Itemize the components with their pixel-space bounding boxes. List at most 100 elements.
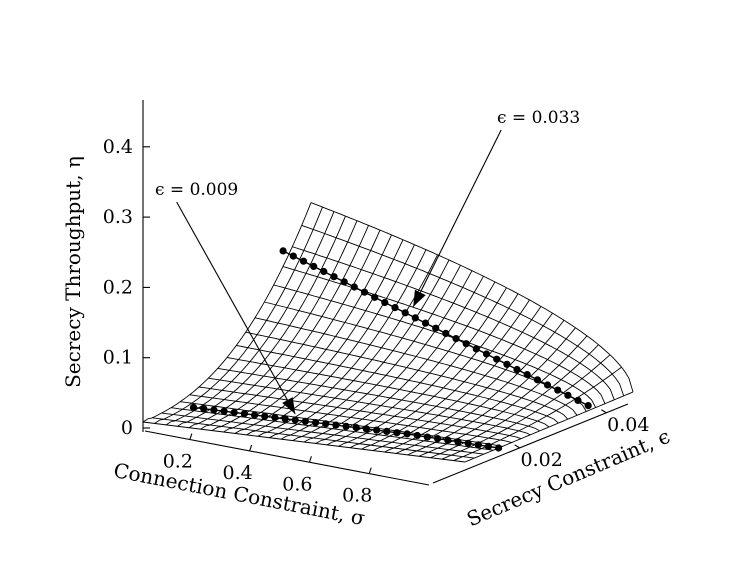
curve-1-marker	[401, 309, 409, 317]
mesh-line-epsilon	[161, 412, 484, 455]
mesh-line-epsilon	[254, 317, 578, 416]
curve-0-marker	[251, 411, 259, 419]
mesh-line-epsilon	[208, 377, 531, 436]
y-axis-line	[432, 403, 629, 484]
curve-0-marker	[495, 444, 503, 452]
chart-axes	[142, 100, 629, 486]
curve-0-marker	[271, 413, 279, 422]
curve-0-marker	[342, 422, 350, 430]
annotation-epsilon-0033: ϵ = 0.033	[497, 108, 580, 128]
annotation-arrow-0-head	[282, 397, 296, 414]
curve-0-marker	[200, 405, 208, 413]
curve-1-marker	[543, 381, 552, 389]
curve-0-marker	[261, 412, 269, 420]
mesh-line-sigma	[338, 287, 507, 447]
x-axis-tick	[308, 456, 312, 463]
curve-1-marker	[503, 360, 511, 368]
curve-1-marker	[371, 293, 379, 301]
mesh-line-sigma	[165, 211, 335, 426]
curve-0-marker	[230, 408, 238, 417]
annotation-arrow-1-head	[413, 289, 426, 307]
mesh-line-sigma	[223, 234, 392, 433]
curve-0-marker	[281, 415, 289, 423]
curve-0-marker	[312, 419, 320, 427]
curve-1-marker	[533, 376, 542, 384]
mesh-line-epsilon	[264, 301, 587, 412]
curve-0-marker	[423, 433, 431, 441]
mesh-line-epsilon	[236, 345, 559, 424]
z-axis-tick-label: 0	[121, 417, 133, 439]
annotation-arrow-0-line	[176, 201, 296, 415]
curve-0-marker	[413, 431, 421, 440]
curve-1-marker	[340, 278, 348, 286]
curve-0-marker	[189, 403, 198, 411]
x-axis-tick	[189, 433, 193, 440]
curve-0-marker	[474, 441, 482, 449]
x-axis-tick	[249, 444, 253, 452]
z-axis-tick-label: 0.4	[103, 136, 133, 158]
z-axis-tick-label: 0.1	[103, 347, 133, 369]
curve-0-marker	[383, 427, 391, 435]
x-axis-ticks: 0.2 0.4 0.6 0.8	[163, 433, 372, 507]
curve-1-marker	[381, 298, 389, 307]
mesh-line-epsilon	[273, 284, 597, 408]
curve-1-marker	[350, 283, 358, 291]
curve-1-marker	[584, 402, 592, 410]
mesh-line-sigma	[142, 202, 312, 423]
curve-0-marker	[291, 416, 299, 424]
mesh-line-sigma	[154, 206, 323, 424]
curve-0-marker	[403, 430, 411, 438]
x-axis-tick-label: 0.2	[163, 451, 193, 473]
y-axis-title: Secrecy Constraint, ϵ	[463, 424, 673, 531]
curve-1-marker	[411, 314, 419, 322]
curve-1-marker	[574, 396, 582, 404]
mesh-line-epsilon	[198, 386, 522, 440]
mesh-line-sigma	[280, 259, 450, 440]
annotations: ϵ = 0.009 ϵ = 0.033	[155, 108, 580, 415]
curve-0-marker	[322, 420, 330, 428]
curve-1-marker	[310, 262, 318, 270]
mesh-line-epsilon	[152, 417, 475, 459]
curve-1-marker	[279, 247, 287, 255]
mesh-line-sigma	[372, 306, 542, 452]
epsilon-curves	[189, 247, 592, 452]
curve-1-marker	[330, 273, 338, 281]
y-axis-tick	[601, 409, 607, 414]
mesh-line-epsilon	[189, 394, 512, 444]
curve-0-marker	[332, 421, 340, 429]
x-axis-tick-label: 0.4	[223, 462, 253, 484]
curve-0-marker	[464, 439, 472, 447]
surface-mesh	[142, 202, 634, 463]
curve-0-marker	[454, 438, 462, 446]
mesh-line-epsilon	[217, 367, 540, 432]
y-axis-tick-label: 0.04	[607, 414, 649, 436]
y-axis-tick-label: 0.02	[521, 449, 563, 471]
z-axis-title: Secrecy Throughput, η	[61, 156, 85, 388]
curve-1-marker	[564, 391, 572, 399]
curve-0-marker	[484, 442, 492, 450]
curve-1-marker	[462, 340, 470, 348]
curve-0-marker	[210, 406, 218, 414]
curve-0-marker	[444, 436, 452, 444]
curve-1-marker	[554, 386, 562, 394]
curve-0-marker	[220, 407, 228, 415]
annotation-epsilon-0009: ϵ = 0.009	[155, 180, 238, 200]
curve-0-marker	[362, 425, 370, 433]
curve-1-marker	[360, 288, 369, 296]
mesh-line-epsilon	[282, 266, 606, 404]
curve-0-marker	[434, 435, 442, 443]
mesh-line-epsilon	[292, 246, 615, 400]
curve-0-marker	[240, 410, 248, 418]
mesh-line-epsilon	[142, 421, 466, 463]
y-axis-tick	[514, 444, 520, 449]
curve-1-marker	[391, 304, 399, 312]
curve-1-marker	[289, 252, 297, 260]
mesh-line-epsilon	[226, 357, 550, 428]
mesh-line-epsilon	[245, 331, 569, 420]
curve-1-marker	[482, 350, 491, 358]
curve-1-marker	[513, 365, 521, 374]
z-axis-tick-label: 0.2	[103, 276, 133, 298]
x-axis-tick	[368, 467, 372, 474]
x-axis-tick-label: 0.8	[342, 485, 372, 507]
